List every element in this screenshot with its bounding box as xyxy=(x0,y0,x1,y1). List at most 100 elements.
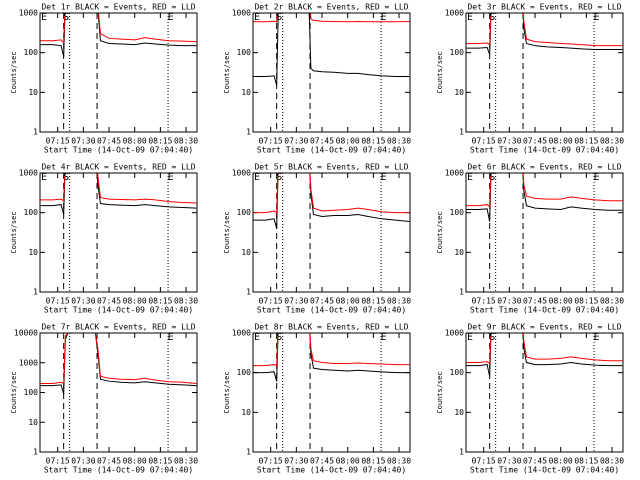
x-tick-label: 08:15 xyxy=(574,137,598,146)
panel: Det 1r BLACK = Events, RED = LLD Counts/s… xyxy=(10,3,198,155)
x-tick-label: 07:30 xyxy=(71,457,95,466)
chart-title: Det 3r BLACK = Events, RED = LLD xyxy=(467,3,621,12)
x-tick-label: 08:00 xyxy=(336,457,360,466)
annotation: S xyxy=(489,12,495,23)
y-tick-label: 1 xyxy=(459,128,464,137)
series-line xyxy=(466,13,623,47)
y-axis-label: Counts/sec xyxy=(223,211,231,253)
annotation: E xyxy=(254,172,260,183)
y-tick-label: 100 xyxy=(450,48,465,57)
chart-title: Det 6r BLACK = Events, RED = LLD xyxy=(467,163,621,172)
x-axis-label: Start Time (14-Oct-09 07:04:40) xyxy=(470,306,619,315)
y-tick-label: 1 xyxy=(246,448,251,457)
chart-title: Det 1r BLACK = Events, RED = LLD xyxy=(41,3,195,12)
x-axis-label: Start Time (14-Oct-09 07:04:40) xyxy=(257,466,406,475)
x-axis-label: Start Time (14-Oct-09 07:04:40) xyxy=(44,466,193,475)
annotation: S xyxy=(276,332,282,343)
x-tick-label: 07:15 xyxy=(259,137,283,146)
panel: Det 8r BLACK = Events, RED = LLD Counts/s… xyxy=(223,323,411,475)
x-tick-label: 08:15 xyxy=(361,137,385,146)
y-tick-label: 100 xyxy=(24,208,39,217)
x-tick-label: 07:45 xyxy=(523,137,547,146)
y-tick-label: 10 xyxy=(28,418,38,427)
x-tick-label: 08:00 xyxy=(549,457,573,466)
x-tick-label: 07:30 xyxy=(284,137,308,146)
series-line xyxy=(466,333,623,377)
annotation: E xyxy=(594,172,600,183)
y-tick-label: 1000 xyxy=(445,329,464,338)
y-tick-label: 1 xyxy=(246,128,251,137)
annotation: E xyxy=(467,332,473,343)
y-tick-label: 10 xyxy=(28,88,38,97)
y-tick-label: 1000 xyxy=(19,358,38,367)
y-axis-label: Counts/sec xyxy=(10,371,18,413)
plot-frame xyxy=(465,172,624,293)
x-tick-label: 08:15 xyxy=(148,137,172,146)
annotation: E xyxy=(381,172,387,183)
annotation: S xyxy=(489,332,495,343)
x-tick-label: 08:00 xyxy=(336,137,360,146)
annotation: E xyxy=(41,12,47,23)
y-axis-label: Counts/sec xyxy=(10,51,18,93)
x-tick-label: 07:30 xyxy=(284,457,308,466)
series-line xyxy=(253,333,410,382)
plot-frame xyxy=(465,12,624,133)
x-tick-label: 08:15 xyxy=(574,457,598,466)
chart-title: Det 7r BLACK = Events, RED = LLD xyxy=(41,323,195,332)
y-tick-label: 10 xyxy=(28,248,38,257)
x-axis-label: Start Time (14-Oct-09 07:04:40) xyxy=(257,146,406,155)
x-axis-label: Start Time (14-Oct-09 07:04:40) xyxy=(470,466,619,475)
x-tick-label: 08:30 xyxy=(600,137,624,146)
y-tick-label: 10 xyxy=(241,88,251,97)
y-tick-label: 100 xyxy=(24,48,39,57)
series-line xyxy=(40,173,197,215)
x-tick-label: 07:15 xyxy=(472,137,496,146)
x-tick-label: 07:45 xyxy=(97,457,121,466)
series-line xyxy=(40,13,197,57)
chart-title: Det 9r BLACK = Events, RED = LLD xyxy=(467,323,621,332)
x-tick-label: 07:15 xyxy=(472,297,496,306)
chart-title: Det 5r BLACK = Events, RED = LLD xyxy=(254,163,408,172)
x-tick-label: 08:00 xyxy=(336,297,360,306)
y-tick-label: 1000 xyxy=(19,9,38,18)
x-tick-label: 07:45 xyxy=(310,137,334,146)
x-tick-label: 07:45 xyxy=(523,457,547,466)
x-tick-label: 07:45 xyxy=(523,297,547,306)
panel: Det 7r BLACK = Events, RED = LLD Counts/s… xyxy=(10,323,198,475)
x-tick-label: 08:00 xyxy=(123,457,147,466)
annotation: E xyxy=(381,332,387,343)
series-line xyxy=(253,13,410,86)
annotation: S xyxy=(63,12,69,23)
y-tick-label: 100 xyxy=(237,48,252,57)
y-tick-label: 100 xyxy=(24,388,39,397)
y-tick-label: 1000 xyxy=(445,169,464,178)
x-tick-label: 07:30 xyxy=(497,137,521,146)
y-tick-label: 10 xyxy=(241,248,251,257)
panel: Det 2r BLACK = Events, RED = LLD Counts/s… xyxy=(223,3,411,155)
x-tick-label: 08:00 xyxy=(123,137,147,146)
y-axis-label: Counts/sec xyxy=(436,51,444,93)
annotation: E xyxy=(168,332,174,343)
series-line xyxy=(466,333,623,365)
x-axis-label: Start Time (14-Oct-09 07:04:40) xyxy=(257,306,406,315)
series-line xyxy=(466,173,623,222)
y-tick-label: 1 xyxy=(33,128,38,137)
annotation: E xyxy=(254,12,260,23)
x-tick-label: 08:30 xyxy=(600,297,624,306)
x-tick-label: 08:30 xyxy=(387,137,411,146)
plot-frame xyxy=(39,12,198,133)
x-tick-label: 07:30 xyxy=(71,297,95,306)
y-tick-label: 100 xyxy=(237,368,252,377)
x-tick-label: 08:30 xyxy=(387,297,411,306)
annotation: E xyxy=(168,172,174,183)
x-tick-label: 07:15 xyxy=(46,457,70,466)
annotation: E xyxy=(467,12,473,23)
y-tick-label: 1 xyxy=(246,288,251,297)
chart-title: Det 2r BLACK = Events, RED = LLD xyxy=(254,3,408,12)
annotation: E xyxy=(168,12,174,23)
panel: Det 9r BLACK = Events, RED = LLD Counts/s… xyxy=(436,323,624,475)
x-tick-label: 07:45 xyxy=(97,137,121,146)
x-tick-label: 08:15 xyxy=(574,297,598,306)
